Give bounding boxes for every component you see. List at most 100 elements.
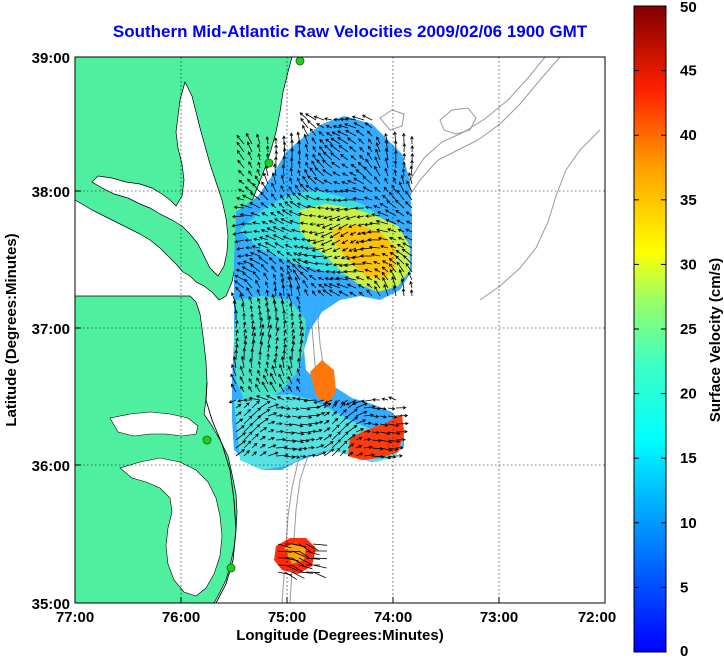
x-ticks xyxy=(74,597,606,603)
velocity-arrow xyxy=(333,255,341,259)
velocity-arrow xyxy=(388,263,397,273)
velocity-arrow xyxy=(256,143,261,153)
velocity-arrow xyxy=(405,211,413,217)
velocity-arrow xyxy=(268,257,277,265)
velocity-arrow xyxy=(322,159,333,169)
velocity-arrow xyxy=(272,226,285,233)
velocity-arrow xyxy=(389,244,397,249)
velocity-arrow xyxy=(242,347,247,361)
velocity-arrow xyxy=(256,288,261,297)
velocity-arrow xyxy=(385,219,397,225)
velocity-arrow xyxy=(375,148,381,161)
velocity-arrow xyxy=(235,440,247,449)
velocity-arrow xyxy=(322,289,333,297)
velocity-arrow xyxy=(360,399,373,403)
velocity-arrow xyxy=(288,355,293,369)
velocity-arrow xyxy=(379,439,393,444)
velocity-arrow xyxy=(267,333,272,345)
velocity-arrow xyxy=(245,132,253,145)
velocity-arrow xyxy=(296,385,301,393)
velocity-arrow xyxy=(387,415,398,419)
velocity-arrow xyxy=(299,112,309,121)
velocity-arrow xyxy=(371,422,379,427)
velocity-arrow xyxy=(405,228,413,233)
velocity-arrow xyxy=(252,270,261,281)
velocity-arrow xyxy=(288,283,293,297)
velocity-arrow xyxy=(362,186,373,193)
velocity-arrow xyxy=(258,236,269,241)
velocity-arrow xyxy=(282,349,286,361)
velocity-arrow xyxy=(375,142,381,153)
velocity-arrow xyxy=(271,182,277,193)
velocity-arrow xyxy=(344,123,357,129)
velocity-arrow xyxy=(341,163,349,169)
velocity-arrow xyxy=(409,280,413,289)
velocity-arrow xyxy=(294,276,301,289)
velocity-arrow xyxy=(280,174,285,185)
velocity-arrow xyxy=(307,453,317,458)
velocity-arrow xyxy=(345,215,357,220)
velocity-arrow xyxy=(298,347,302,361)
velocity-arrow xyxy=(363,429,371,434)
velocity-arrow xyxy=(280,266,285,273)
velocity-arrow xyxy=(374,280,381,289)
velocity-arrow xyxy=(303,133,309,145)
velocity-arrow xyxy=(323,402,332,409)
velocity-arrow xyxy=(400,278,405,289)
velocity-arrow xyxy=(381,194,389,201)
velocity-arrow xyxy=(236,196,245,201)
velocity-arrow xyxy=(291,564,304,574)
velocity-arrow xyxy=(262,172,269,185)
velocity-arrow xyxy=(379,447,393,452)
velocity-arrow xyxy=(395,199,405,209)
velocity-arrow xyxy=(330,207,341,212)
velocity-arrow xyxy=(401,248,413,257)
velocity-arrow xyxy=(246,286,253,297)
velocity-arrow xyxy=(243,402,250,409)
velocity-arrow xyxy=(379,423,389,427)
colorbar-ticks xyxy=(634,5,666,653)
velocity-arrow xyxy=(235,418,244,425)
velocity-arrow xyxy=(398,269,405,281)
velocity-arrow xyxy=(410,135,414,145)
velocity-arrow xyxy=(297,169,301,177)
velocity-arrow xyxy=(242,321,247,329)
velocity-arrow xyxy=(384,147,389,161)
velocity-arrow xyxy=(276,396,285,401)
velocity-arrow xyxy=(273,163,277,177)
velocity-arrow xyxy=(323,117,333,121)
velocity-arrow xyxy=(373,204,381,209)
velocity-arrow xyxy=(322,151,333,161)
velocity-arrow xyxy=(366,289,373,297)
velocity-arrow xyxy=(321,247,333,253)
velocity-arrow xyxy=(270,203,277,209)
velocity-arrow xyxy=(232,299,237,313)
velocity-arrow xyxy=(232,355,237,369)
velocity-arrow xyxy=(278,202,285,209)
velocity-arrow xyxy=(334,399,341,404)
map-title: Southern Mid-Atlantic Raw Velocities 200… xyxy=(112,22,588,41)
velocity-arrow xyxy=(256,168,261,177)
velocity-arrow xyxy=(256,249,269,257)
velocity-arrow xyxy=(320,239,333,246)
velocity-arrow xyxy=(331,424,340,433)
velocity-arrow xyxy=(255,279,261,289)
velocity-arrow xyxy=(373,260,381,265)
x-tick-label: 77:00 xyxy=(56,609,94,626)
velocity-arrow xyxy=(402,161,406,169)
velocity-arrow xyxy=(291,455,301,459)
colorbar-tick-label: 0 xyxy=(680,643,688,659)
velocity-arrow xyxy=(313,115,325,121)
velocity-arrow xyxy=(300,237,309,242)
velocity-arrow xyxy=(236,247,245,251)
velocity-arrow xyxy=(315,403,328,409)
velocity-arrow xyxy=(313,177,325,185)
velocity-arrow xyxy=(248,385,253,393)
velocity-arrow xyxy=(296,177,301,185)
velocity-arrow xyxy=(239,203,253,209)
velocity-arrow xyxy=(274,137,278,145)
velocity-arrow xyxy=(353,268,365,273)
velocity-arrow xyxy=(298,557,312,565)
velocity-arrow xyxy=(291,263,301,273)
velocity-arrow xyxy=(275,316,280,329)
